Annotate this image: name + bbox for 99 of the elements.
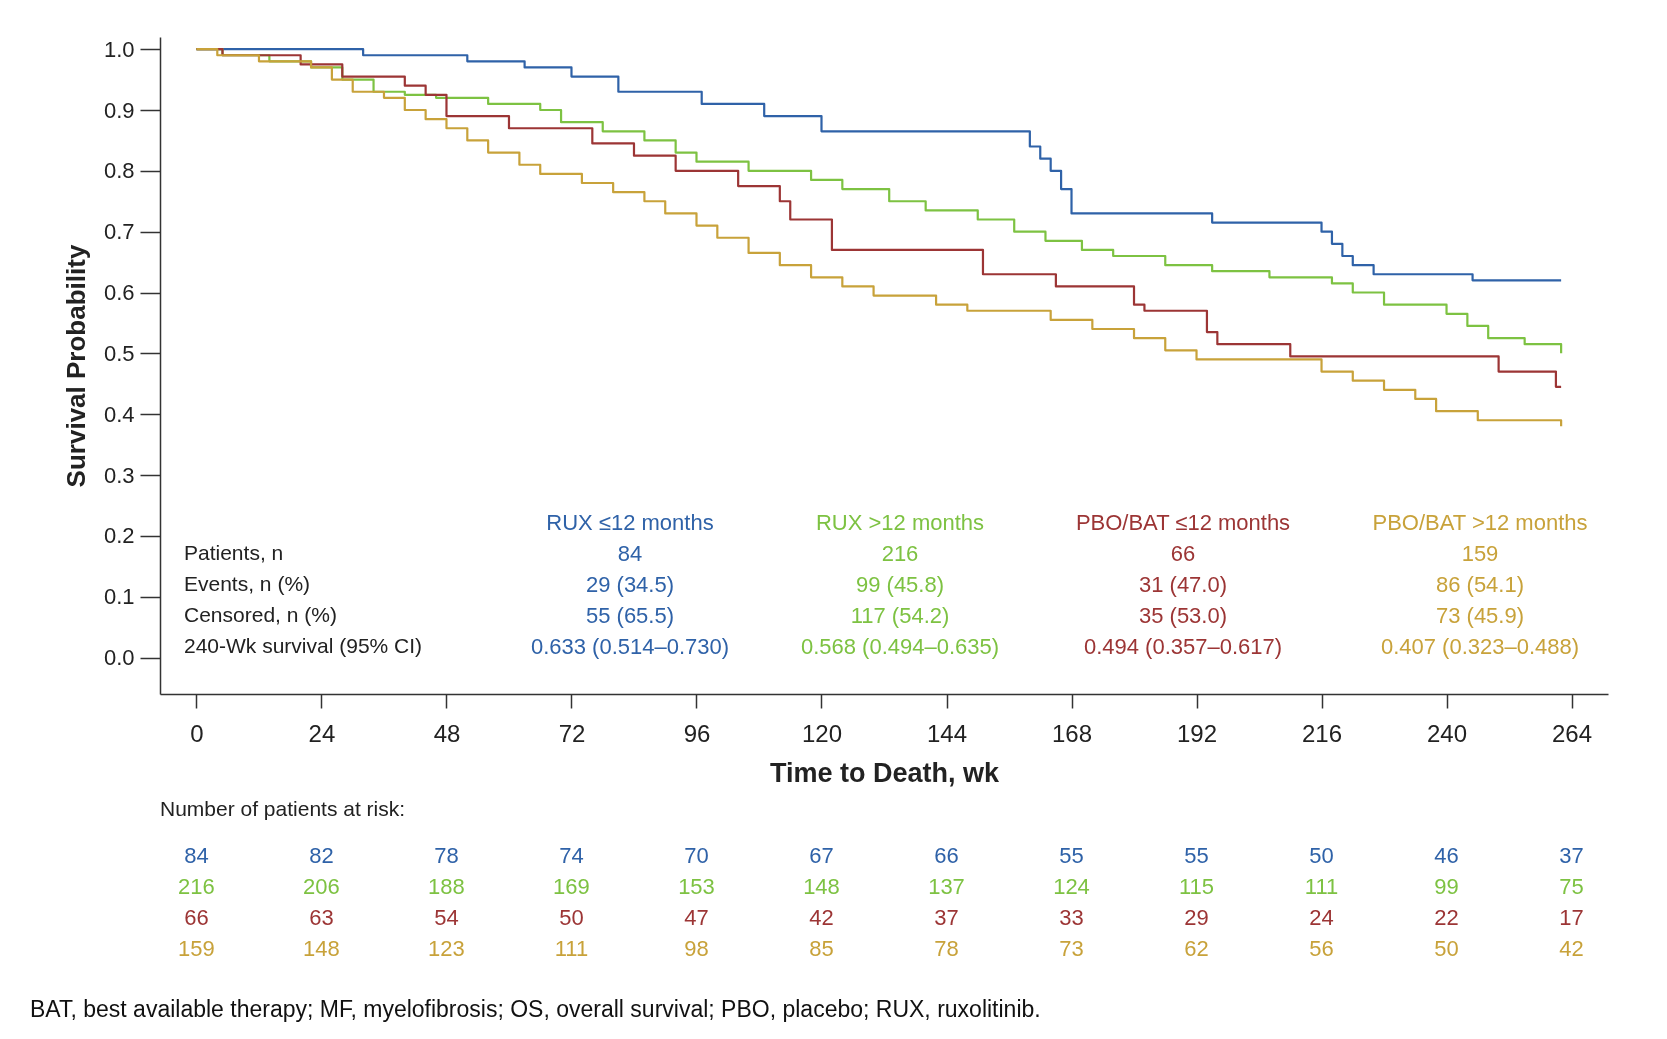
annotation: 117 (54.2) (850, 603, 950, 628)
annotation: 66 (1170, 541, 1196, 566)
text: 216 (178, 874, 215, 899)
text: 37 (934, 905, 959, 930)
text: PBO/BAT ≤12 months (1075, 510, 1291, 535)
x-tick-label: 240 (1427, 719, 1468, 747)
text: 29 (1184, 905, 1209, 930)
text: 82 (309, 843, 334, 868)
y-tick-label: 0.5 (103, 340, 135, 366)
text: 24 (1309, 905, 1334, 930)
x-tick-label: 264 (1552, 719, 1593, 747)
annotation: Patients, n (184, 541, 284, 564)
x-tick-label: 72 (558, 719, 586, 747)
text: 188 (428, 874, 465, 899)
text: 159 (178, 936, 215, 961)
x-tick-label: 192 (1176, 719, 1218, 747)
y-tick-label: 0.8 (103, 158, 135, 184)
annotation: 73 (45.9) (1435, 603, 1525, 628)
y-axis-title: Survival Probability (60, 244, 91, 488)
text: 55 (1184, 843, 1209, 868)
text: 47 (684, 905, 709, 930)
x-tick-label: 144 (926, 719, 968, 747)
text: 98 (684, 936, 709, 961)
text: 75 (1559, 874, 1584, 899)
annotation: 55 (65.5) (585, 603, 675, 628)
y-tick-label: 0.2 (103, 523, 135, 549)
text: 99 (1434, 874, 1459, 899)
text: 85 (809, 936, 834, 961)
text: 115 (1178, 874, 1215, 899)
text: 78 (434, 843, 459, 868)
x-tick-label: 48 (433, 719, 461, 747)
y-tick-label: 0.7 (103, 219, 135, 245)
text: RUX >12 months (815, 510, 985, 535)
text: 124 (1053, 874, 1090, 899)
text: 54 (434, 905, 459, 930)
annotation: 0.407 (0.323–0.488) (1380, 634, 1580, 659)
text: 169 (553, 874, 590, 899)
text: 74 (559, 843, 584, 868)
text: 50 (1434, 936, 1459, 961)
text: 17 (1559, 905, 1584, 930)
text: 148 (303, 936, 340, 961)
text: RUX ≤12 months (546, 510, 714, 535)
text: 63 (309, 905, 334, 930)
annotation: 0.633 (0.514–0.730) (530, 634, 730, 659)
text: 42 (1559, 936, 1584, 961)
y-tick-label: 1.0 (103, 36, 135, 62)
text: Number of patients at risk: (160, 797, 406, 820)
x-tick-label: 24 (308, 719, 336, 747)
text: 33 (1059, 905, 1084, 930)
text: 111 (554, 936, 589, 961)
text: 62 (1184, 936, 1209, 961)
text: 70 (684, 843, 709, 868)
y-tick-label: 0.3 (103, 462, 135, 488)
annotation: 0.494 (0.357–0.617) (1083, 634, 1283, 659)
text: 22 (1434, 905, 1459, 930)
x-tick-label: 0 (190, 719, 204, 747)
x-tick-label: 96 (683, 719, 711, 747)
x-tick-label: 120 (801, 719, 843, 747)
text: 84 (184, 843, 209, 868)
annotation: 31 (47.0) (1138, 572, 1228, 597)
annotation: 35 (53.0) (1138, 603, 1228, 628)
text: 67 (809, 843, 834, 868)
annotation: 29 (34.5) (585, 572, 675, 597)
y-tick-label: 0.1 (103, 584, 135, 610)
text: 50 (559, 905, 584, 930)
text: 153 (678, 874, 715, 899)
text: 78 (934, 936, 959, 961)
annotation: Censored, n (%) (184, 603, 337, 626)
annotation: Events, n (%) (184, 572, 311, 595)
text: 206 (303, 874, 340, 899)
text: PBO/BAT >12 months (1372, 510, 1588, 535)
text: 148 (803, 874, 840, 899)
text: 37 (1559, 843, 1584, 868)
annotation: 159 (1461, 541, 1499, 566)
text: 123 (428, 936, 465, 961)
annotation: 0.568 (0.494–0.635) (800, 634, 1000, 659)
y-tick-label: 0.9 (103, 97, 135, 123)
x-tick-label: 168 (1051, 719, 1093, 747)
text: 55 (1059, 843, 1084, 868)
annotation: 99 (45.8) (855, 572, 945, 597)
text: 42 (809, 905, 834, 930)
x-tick-label: 216 (1302, 719, 1343, 747)
y-tick-label: 0.6 (103, 280, 135, 305)
text: BAT, best available therapy; MF, myelofibrosis; OS, overall survival; PBO, placebo; RUX, ruxolitinib. (30, 996, 1041, 1022)
text: 73 (1059, 936, 1084, 961)
annotation: 86 (54.1) (1435, 572, 1525, 597)
text: 137 (928, 874, 965, 899)
text: 50 (1309, 843, 1334, 868)
y-tick-label: 0.0 (103, 645, 135, 670)
annotation: 84 (617, 541, 643, 566)
text: 111 (1304, 874, 1339, 899)
x-axis-title: Time to Death, wk (769, 757, 1000, 788)
y-tick-label: 0.4 (103, 401, 135, 427)
text: 56 (1309, 936, 1334, 961)
text: 66 (934, 843, 959, 868)
annotation: 216 (881, 541, 919, 566)
annotation: 240-Wk survival (95% CI) (184, 634, 423, 657)
text: 66 (184, 905, 209, 930)
text: 46 (1434, 843, 1459, 868)
